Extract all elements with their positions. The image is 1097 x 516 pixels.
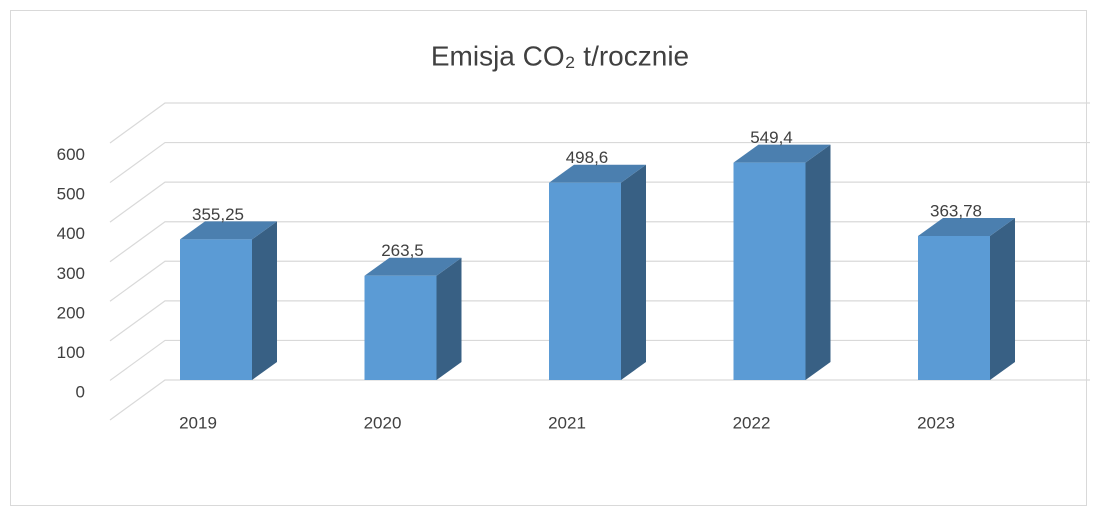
grid-line — [109, 102, 1090, 144]
y-tick-label: 300 — [57, 264, 85, 283]
bar-side — [252, 221, 277, 380]
bar — [180, 221, 277, 380]
chart-title: Emisja CO₂ t/rocznie — [431, 40, 689, 71]
x-tick-label: 2020 — [364, 413, 402, 432]
bar-top — [364, 257, 462, 276]
y-tick-label: 600 — [57, 145, 85, 164]
x-tick-label: 2022 — [733, 413, 771, 432]
y-tick-label: 0 — [76, 382, 85, 401]
x-tick-label: 2021 — [548, 413, 586, 432]
bar — [549, 164, 646, 380]
bar-side — [621, 164, 646, 380]
bar-front — [918, 236, 990, 380]
x-tick-label: 2019 — [179, 413, 217, 432]
y-tick-label: 200 — [57, 303, 85, 322]
bar-front — [733, 162, 806, 380]
bar-top — [733, 144, 831, 163]
bar-top — [549, 164, 646, 183]
bar — [733, 144, 831, 380]
bar-top — [180, 221, 277, 240]
data-label: 498,6 — [566, 148, 609, 167]
data-label: 355,25 — [192, 205, 244, 224]
bar-side — [805, 144, 831, 380]
bar-top — [918, 218, 1015, 237]
bar-front — [549, 182, 621, 380]
bar — [364, 257, 462, 380]
bar-side — [990, 218, 1015, 380]
grid-line — [109, 141, 1090, 184]
y-tick-label: 100 — [57, 343, 85, 362]
bar — [918, 218, 1015, 380]
data-label: 263,5 — [381, 241, 424, 260]
y-tick-label: 400 — [57, 224, 85, 243]
data-label: 549,4 — [750, 128, 793, 147]
bar-front — [180, 239, 252, 380]
bar-side — [436, 257, 462, 380]
bar-front — [364, 275, 437, 380]
y-tick-label: 500 — [57, 185, 85, 204]
data-label: 363,78 — [930, 202, 982, 221]
x-tick-label: 2023 — [917, 413, 955, 432]
